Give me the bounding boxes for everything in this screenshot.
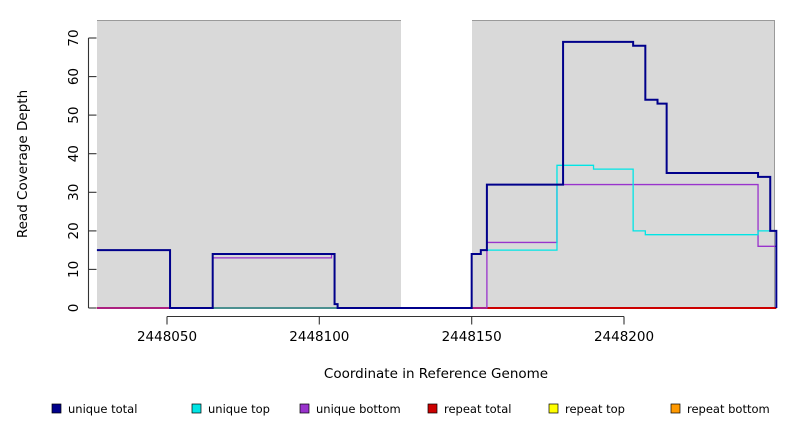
legend-swatch-repeat-bottom	[670, 403, 681, 414]
x-tick-label: 2448050	[137, 329, 197, 345]
y-tick-label: 60	[66, 68, 82, 85]
legend-swatch-repeat-top	[548, 403, 559, 414]
y-tick-label: 40	[66, 145, 82, 162]
legend-swatch-unique-total	[51, 403, 62, 414]
legend-label-unique-total: unique total	[68, 402, 137, 416]
y-tick-label: 0	[66, 304, 82, 313]
y-tick-label: 50	[66, 107, 82, 124]
legend-label-unique-top: unique top	[208, 402, 270, 416]
series-layer	[96, 40, 778, 309]
chart-legend: unique total unique top unique bottom repea…	[51, 402, 770, 416]
series-unique-total	[96, 40, 778, 309]
y-tick-label: 10	[66, 261, 82, 278]
legend-label-repeat-total: repeat total	[444, 402, 511, 416]
x-tick-label: 2448200	[594, 329, 654, 345]
gap-region	[401, 20, 472, 308]
legend-swatch-unique-top	[191, 403, 202, 414]
series-unique-top	[96, 164, 777, 309]
x-tick-label: 2448100	[289, 329, 349, 345]
y-tick-label: 20	[66, 222, 82, 239]
y-tick-label: 70	[66, 29, 82, 46]
y-axis-title: Read Coverage Depth	[15, 90, 31, 238]
legend-label-repeat-bottom: repeat bottom	[687, 402, 770, 416]
legend-swatch-unique-bottom	[299, 403, 310, 414]
legend-swatch-repeat-total	[427, 403, 438, 414]
x-axis-title: Coordinate in Reference Genome	[324, 366, 548, 382]
legend-label-repeat-top: repeat top	[565, 402, 625, 416]
x-axis-ticks: 2448050 2448100 2448150 2448200	[137, 316, 654, 345]
x-tick-label: 2448150	[442, 329, 502, 345]
legend-label-unique-bottom: unique bottom	[316, 402, 401, 416]
plot-panel-border	[97, 20, 775, 308]
y-axis-ticks: 0 10 20 30 40 50 60 70	[66, 29, 97, 312]
y-tick-label: 30	[66, 184, 82, 201]
